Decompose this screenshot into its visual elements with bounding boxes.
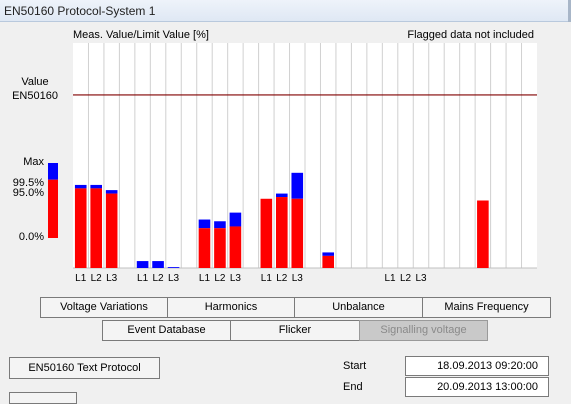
tab-harmonics[interactable]: Harmonics bbox=[167, 297, 295, 318]
tab-event-database[interactable]: Event Database bbox=[102, 320, 231, 341]
bar-95 bbox=[260, 198, 273, 268]
en50160-bar-chart: Meas. Value/Limit Value [%] Flagged data… bbox=[12, 29, 537, 284]
x-tick-label: L1 bbox=[137, 273, 149, 284]
bar-95 bbox=[214, 228, 226, 268]
bar-max bbox=[152, 261, 164, 268]
y-axis-label-line1: Value bbox=[21, 76, 48, 88]
x-tick-label: L3 bbox=[230, 273, 242, 284]
tab-signalling-voltage[interactable]: Signalling voltage bbox=[359, 320, 488, 341]
scale-label: 99.5% bbox=[13, 177, 44, 189]
bar-95 bbox=[74, 188, 87, 268]
plot-gridlines bbox=[73, 43, 537, 269]
bar-max bbox=[276, 193, 288, 198]
bar-max bbox=[198, 219, 211, 229]
window-title: EN50160 Protocol-System 1 bbox=[4, 4, 156, 18]
bar-95 bbox=[276, 197, 288, 268]
bar-max bbox=[322, 252, 334, 256]
tab-voltage-variations[interactable]: Voltage Variations bbox=[40, 297, 168, 318]
bar-95 bbox=[198, 228, 211, 268]
start-label: Start bbox=[343, 360, 367, 372]
bar-95 bbox=[291, 198, 304, 268]
x-tick-label: L2 bbox=[91, 273, 103, 284]
start-datetime-field[interactable]: 18.09.2013 09:20:00 bbox=[405, 356, 549, 376]
scale-value-segment bbox=[48, 179, 58, 238]
x-tick-label: L3 bbox=[292, 273, 304, 284]
scale-label: 0.0% bbox=[19, 231, 44, 243]
chart-note: Flagged data not included bbox=[407, 29, 534, 41]
bar-max bbox=[214, 221, 226, 229]
x-tick-label: L1 bbox=[385, 273, 397, 284]
x-tick-label: L3 bbox=[168, 273, 180, 284]
bar-95 bbox=[322, 255, 334, 268]
scale-label: 95.0% bbox=[13, 187, 44, 199]
en50160-text-protocol-button[interactable]: EN50160 Text Protocol bbox=[9, 357, 160, 379]
bar-max bbox=[291, 172, 304, 199]
scale-flagged-segment bbox=[48, 163, 58, 180]
bar-max bbox=[229, 212, 242, 227]
x-tick-label: L1 bbox=[199, 273, 211, 284]
end-datetime-field[interactable]: 20.09.2013 13:00:00 bbox=[405, 377, 549, 397]
bar-max bbox=[136, 261, 149, 268]
bar-max bbox=[167, 267, 180, 268]
bar-max bbox=[105, 190, 118, 194]
bar-95 bbox=[229, 226, 242, 268]
bar-max bbox=[90, 184, 102, 189]
x-tick-label: L3 bbox=[106, 273, 118, 284]
tab-flicker[interactable]: Flicker bbox=[230, 320, 360, 341]
bars-group bbox=[74, 172, 489, 268]
x-tick-label: L1 bbox=[261, 273, 273, 284]
bar-95 bbox=[90, 188, 102, 268]
x-tick-label: L2 bbox=[276, 273, 288, 284]
x-tick-label: L2 bbox=[153, 273, 165, 284]
scale-label: Max bbox=[23, 156, 44, 168]
x-tick-label: L2 bbox=[214, 273, 226, 284]
scale-legend: Max 99.5%95.0% 0.0% bbox=[13, 156, 58, 243]
partial-button[interactable] bbox=[9, 392, 77, 404]
chart-title: Meas. Value/Limit Value [%] bbox=[73, 29, 209, 41]
title-bar-edge bbox=[568, 0, 571, 22]
bar-max bbox=[74, 184, 87, 189]
window-title-bar: EN50160 Protocol-System 1 bbox=[0, 0, 571, 22]
tab-mains-frequency[interactable]: Mains Frequency bbox=[422, 297, 551, 318]
x-tick-label: L2 bbox=[400, 273, 412, 284]
x-tick-label: L3 bbox=[415, 273, 427, 284]
y-axis-label-line2: EN50160 bbox=[12, 90, 58, 102]
bar-95 bbox=[477, 200, 489, 268]
x-tick-labels: L1 L2 L3 L1 L2 L3 L1 L2 L3 L1 L2 L3 L1 L2 L3 bbox=[75, 273, 427, 284]
end-label: End bbox=[343, 381, 363, 393]
x-tick-label: L1 bbox=[75, 273, 87, 284]
tab-unbalance[interactable]: Unbalance bbox=[294, 297, 423, 318]
bar-95 bbox=[105, 193, 118, 268]
